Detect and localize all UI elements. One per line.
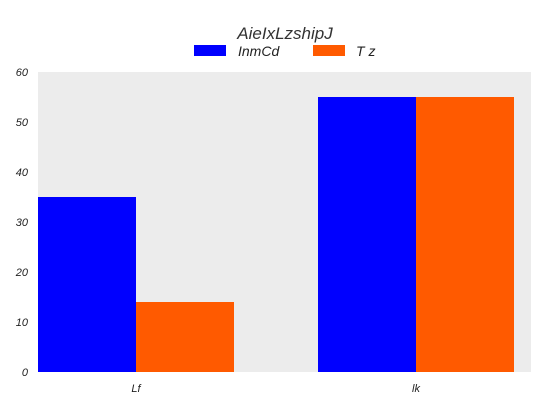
chart-title: AieIxLzshipJ	[236, 24, 333, 43]
bar-lf-inmcd	[38, 197, 136, 372]
legend-label-tz: T z	[356, 43, 375, 59]
y-tick-label: 20	[15, 267, 29, 279]
y-tick-label: 30	[16, 217, 29, 229]
legend-swatch-tz	[313, 45, 345, 56]
x-tick-label: Lf	[131, 383, 141, 395]
legend-label-inmcd: InmCd	[238, 43, 280, 59]
legend: InmCd T z	[194, 43, 375, 59]
x-tick-label: lk	[412, 383, 420, 395]
bars-group	[38, 97, 514, 372]
x-axis: Lf lk	[131, 383, 420, 395]
y-axis: 0 10 20 30 40 50 60	[15, 67, 29, 379]
bar-lf-tz	[136, 302, 234, 372]
y-tick-label: 0	[22, 367, 29, 379]
bar-lk-inmcd	[318, 97, 416, 372]
bar-lk-tz	[416, 97, 514, 372]
legend-swatch-inmcd	[194, 45, 226, 56]
y-tick-label: 60	[16, 67, 29, 79]
y-tick-label: 40	[16, 167, 29, 179]
y-tick-label: 50	[16, 117, 29, 129]
y-tick-label: 10	[16, 317, 29, 329]
